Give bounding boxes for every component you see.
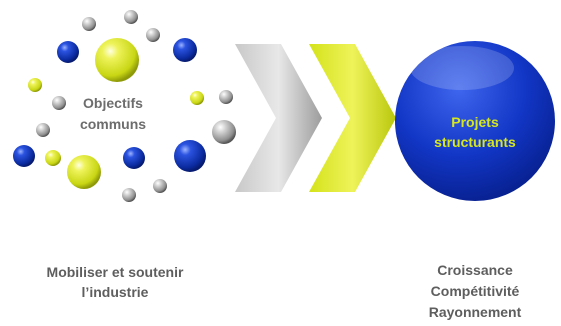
bubble-lime bbox=[95, 38, 139, 82]
source-caption-line2: l’industrie bbox=[81, 284, 149, 300]
bubble-lime bbox=[45, 150, 61, 166]
bubble-silver bbox=[36, 123, 50, 137]
source-caption-line1: Mobiliser et soutenir bbox=[46, 264, 184, 280]
bubble-blue bbox=[13, 145, 35, 167]
target-outcomes: Croissance Compétitivité Rayonnement bbox=[400, 260, 550, 323]
bubble-lime bbox=[28, 78, 42, 92]
bubble-cluster bbox=[13, 10, 236, 202]
source-label-line2: communs bbox=[79, 116, 147, 132]
bubble-silver bbox=[52, 96, 66, 110]
bubble-blue bbox=[173, 38, 197, 62]
bubble-blue bbox=[123, 147, 145, 169]
bubble-silver bbox=[122, 188, 136, 202]
bubble-silver bbox=[82, 17, 96, 31]
bubble-silver bbox=[212, 120, 236, 144]
target-label-line2: structurants bbox=[434, 134, 516, 150]
bubble-lime bbox=[67, 155, 101, 189]
bubble-silver bbox=[146, 28, 160, 42]
bubble-lime bbox=[190, 91, 204, 105]
target-label-line1: Projets bbox=[451, 114, 499, 130]
chevron-arrow-lime bbox=[309, 44, 396, 192]
bubble-blue bbox=[57, 41, 79, 63]
source-label-line1: Objectifs bbox=[83, 95, 143, 111]
source-caption: Mobiliser et soutenir l’industrie bbox=[20, 262, 210, 302]
bubble-silver bbox=[153, 179, 167, 193]
source-label: Objectifs communs bbox=[48, 93, 178, 135]
target-sphere bbox=[395, 41, 555, 201]
chevron-arrow-silver bbox=[235, 44, 322, 192]
bubble-silver bbox=[124, 10, 138, 24]
outcome-item: Compétitivité bbox=[430, 283, 520, 299]
bubble-blue bbox=[174, 140, 206, 172]
target-label: Projets structurants bbox=[404, 112, 546, 152]
bubble-silver bbox=[219, 90, 233, 104]
outcome-item: Rayonnement bbox=[428, 304, 522, 320]
outcome-item: Croissance bbox=[437, 262, 513, 278]
